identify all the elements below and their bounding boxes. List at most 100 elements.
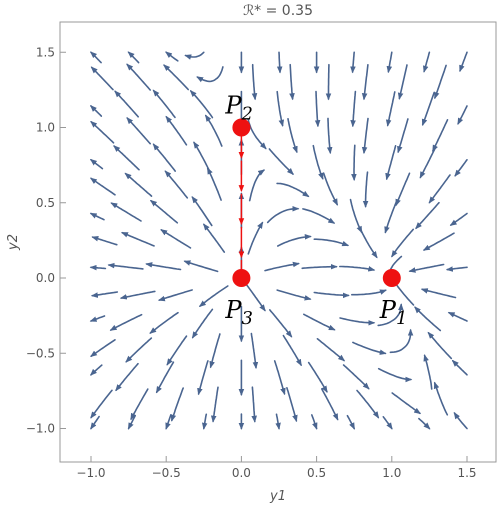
stream-line [125, 337, 153, 363]
y-tick-label: −1.0 [26, 422, 55, 436]
stream-line [160, 229, 192, 249]
stream-line [361, 64, 369, 101]
stream-line [395, 172, 411, 207]
stream-line [90, 389, 113, 419]
stream-line [349, 198, 363, 234]
stream-line [127, 51, 140, 64]
stream-line [428, 174, 451, 204]
stream-line [414, 306, 442, 332]
stream-line [193, 141, 212, 174]
stream-line [89, 158, 104, 170]
stream-line [313, 238, 350, 247]
stream-line [90, 364, 103, 376]
stream-line [316, 338, 346, 362]
stream-line [189, 89, 214, 119]
stream-line [286, 387, 298, 423]
stream-line [359, 226, 378, 259]
stream-line [90, 339, 116, 358]
stream-line [198, 285, 229, 307]
stream-line [165, 115, 188, 146]
stream-line [459, 51, 468, 73]
stream-line [149, 199, 179, 224]
stream-line [152, 143, 176, 172]
stream-line [351, 289, 387, 296]
stream-line [432, 119, 449, 153]
equilibrium-label-p3: P3 [224, 296, 253, 329]
stream-line [113, 145, 140, 171]
stream-line [183, 260, 219, 273]
x-tick-label: 1.0 [382, 466, 401, 480]
stream-line [391, 392, 422, 415]
stream-line [196, 66, 224, 83]
stream-line [342, 364, 370, 390]
y-tick-label: 1.0 [36, 121, 55, 135]
stream-line [206, 167, 222, 201]
stream-line [209, 333, 221, 369]
stream-line [89, 51, 102, 64]
stream-line [90, 415, 100, 430]
stream-line [397, 118, 409, 154]
stream-line [311, 414, 318, 430]
stream-line [339, 265, 376, 272]
stream-line [303, 313, 336, 331]
stream-line [149, 311, 179, 334]
stream-line [350, 51, 356, 74]
stream-line [362, 171, 369, 208]
stream-line [166, 335, 188, 366]
stream-line [282, 334, 302, 367]
stream-line [350, 90, 357, 128]
stream-line [124, 172, 153, 197]
equilibrium-point-p3 [232, 269, 251, 287]
stream-line [415, 201, 440, 230]
y-axis-ticks: −1.0 −0.5 0.0 0.5 1.0 1.5 [26, 45, 66, 436]
stream-line [326, 117, 333, 155]
x-tick-label: 1.5 [457, 466, 476, 480]
stream-line [346, 414, 355, 430]
x-axis-title: y1 [269, 489, 286, 504]
stream-line [384, 199, 398, 234]
stream-line [273, 360, 286, 396]
stream-line [155, 361, 175, 394]
stream-line [301, 263, 338, 270]
stream-line [386, 51, 393, 74]
stream-line [276, 90, 285, 127]
stream-line [289, 63, 295, 101]
stream-lines [89, 51, 468, 430]
equilibrium-points: P1 P2 P3 [224, 92, 407, 330]
stream-line [250, 332, 259, 369]
stream-line [90, 105, 103, 117]
y-tick-label: 0.5 [36, 196, 55, 210]
stream-line [203, 223, 226, 253]
x-tick-label: 0.5 [307, 466, 326, 480]
stream-line [277, 234, 312, 247]
equilibrium-label-p2: P2 [224, 92, 253, 125]
stream-line [377, 367, 413, 383]
stream-line [248, 169, 266, 202]
stream-line [165, 51, 179, 62]
stream-line [205, 114, 223, 147]
stream-line [268, 148, 294, 175]
stream-line [89, 315, 106, 322]
y-tick-label: 0.0 [36, 271, 55, 285]
stream-line [130, 388, 149, 421]
stream-line [419, 146, 437, 179]
stream-line [454, 159, 468, 177]
stream-line [201, 413, 208, 430]
x-tick-label: −0.5 [152, 466, 181, 480]
stream-line [287, 118, 298, 154]
stream-line [385, 145, 397, 181]
stream-line [210, 386, 219, 423]
stream-line [197, 360, 209, 396]
stream-line [352, 341, 387, 355]
stream-line [434, 64, 447, 100]
stream-line [157, 289, 193, 302]
y-tick-label: 1.5 [36, 45, 55, 59]
stream-line [302, 208, 336, 224]
stream-line [445, 266, 468, 272]
stream-line [115, 362, 139, 392]
stream-line [247, 221, 264, 255]
stream-line [251, 63, 258, 101]
equilibrium-label-p1: P1 [379, 296, 408, 329]
stream-line [420, 288, 457, 299]
